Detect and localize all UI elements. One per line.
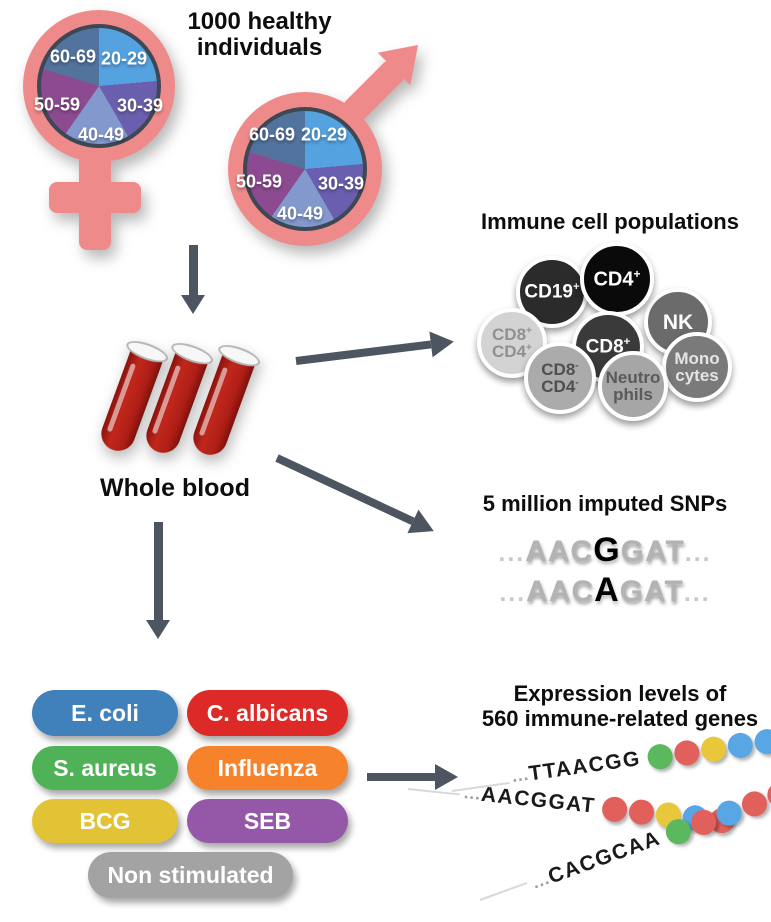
expression-title-line1: Expression levels of [513,681,727,706]
arrow-head [435,764,458,790]
cell-label: cytes [675,366,719,385]
dna-strand-line [479,881,528,901]
immune-cells-title: Immune cell populations [481,209,739,234]
seq-part-gray: AAC [525,535,594,568]
bead-red [738,787,771,820]
pie-label-40-49: 40-49 [77,124,125,145]
cell-cd8neg-cd4neg: CD8- CD4- [524,342,596,414]
arrow-to-snps [272,446,440,543]
figure-title-line1: 1000 healthy [187,8,332,35]
arrow-shaft [295,340,432,365]
cell-label: Mono [674,349,720,368]
seq-part-dim: ... [498,539,526,567]
female-cross-bar [49,182,141,213]
expression-title-line2: 560 immune-related genes [481,706,759,731]
gene-sequence: CACGCAA [545,826,664,889]
pie-label-40-49: 40-49 [276,203,324,224]
cell-label: CD8+ [585,336,631,358]
pie-label-20-29: 20-29 [100,48,148,69]
cell-cd4: CD4+ [580,242,654,316]
sequence-ellipsis: ... [463,783,483,804]
cell-label: phils [613,385,653,404]
stimulus-bcg: BCG [32,799,178,843]
arrow-down-to-stimuli [146,522,170,639]
arrow-shaft [188,245,198,295]
gene-sequence: AACGGAT [479,782,597,818]
gene-sequence: TTAACGG [527,747,643,786]
seq-part-dim: ... [683,579,711,607]
pie-label-60-69: 60-69 [248,124,296,145]
arrow-shaft [275,454,415,526]
seq-part-snp: G [593,531,621,569]
arrow-to-immune-cells [294,328,456,374]
stimulus-seb: SEB [187,799,348,843]
gene-row-1: ... TTAACGG [510,726,771,791]
bead-blue [726,730,755,760]
bead-red [628,797,656,826]
arrow-head [181,295,205,314]
seq-part-snp: A [594,571,620,609]
bead-green [645,742,675,771]
pie-label-20-29: 20-29 [300,124,348,145]
bead-yellow [699,734,728,763]
cell-label: CD4- [541,377,579,396]
female-symbol: 20-29 30-39 40-49 50-59 60-69 [0,0,260,270]
stimulus-calbicans: C. albicans [187,690,348,736]
seq-part-dim: ... [499,579,527,607]
stimulus-saureus: S. aureus [32,746,178,790]
bead-blue [712,796,745,829]
cell-label: CD8- [541,360,579,379]
cell-label: CD19+ [524,281,580,303]
pie-label-30-39: 30-39 [116,95,164,116]
cell-label: CD8+ [492,325,532,344]
snp-sequence-2: ...AACAGAT... [440,571,770,610]
stimulus-nonstimulated: Non stimulated [88,852,293,898]
seq-part-gray: GAT [620,535,685,568]
bead-green [662,815,695,848]
arrow-shaft [367,773,435,781]
figure-title-line2: individuals [196,34,323,61]
cell-monocytes: Mono cytes [662,332,732,402]
whole-blood-label: Whole blood [100,474,250,502]
figure-title: 1000 healthy individuals [172,9,347,61]
arrow-shaft [153,522,163,620]
stimulus-influenza: Influenza [187,746,348,790]
male-age-pie: 20-29 30-39 40-49 50-59 60-69 [236,107,367,231]
expression-beads [644,727,771,771]
arrow-head [407,509,440,543]
female-age-pie: 20-29 30-39 40-49 50-59 60-69 [33,24,164,148]
arrow-to-expression [367,764,458,790]
pie-label-60-69: 60-69 [49,46,97,67]
snps-title: 5 million imputed SNPs [482,491,728,516]
male-symbol: 20-29 30-39 40-49 50-59 60-69 [0,0,450,270]
cell-label: CD4+ [593,267,641,291]
pie-label-50-59: 50-59 [235,171,283,192]
bead-blue [752,727,771,756]
stimulus-ecoli: E. coli [32,690,178,736]
bead-red [601,795,629,823]
cell-neutrophils: Neutro phils [598,351,668,421]
arrow-head [429,328,456,358]
pie-label-50-59: 50-59 [33,94,81,115]
cell-label: CD4+ [492,342,532,361]
arrow-head [146,620,170,639]
snp-sequence-1: ...AACGGAT... [440,531,770,570]
cell-label: NK [662,311,694,334]
seq-part-gray: AAC [526,575,595,608]
arrow-down-to-blood [181,245,205,314]
seq-part-gray: GAT [619,575,684,608]
bead-red [672,738,701,767]
cell-label: Neutro [605,368,661,387]
pie-label-30-39: 30-39 [317,173,365,194]
expression-title: Expression levels of 560 immune-related … [470,681,770,731]
seq-part-dim: ... [684,539,712,567]
